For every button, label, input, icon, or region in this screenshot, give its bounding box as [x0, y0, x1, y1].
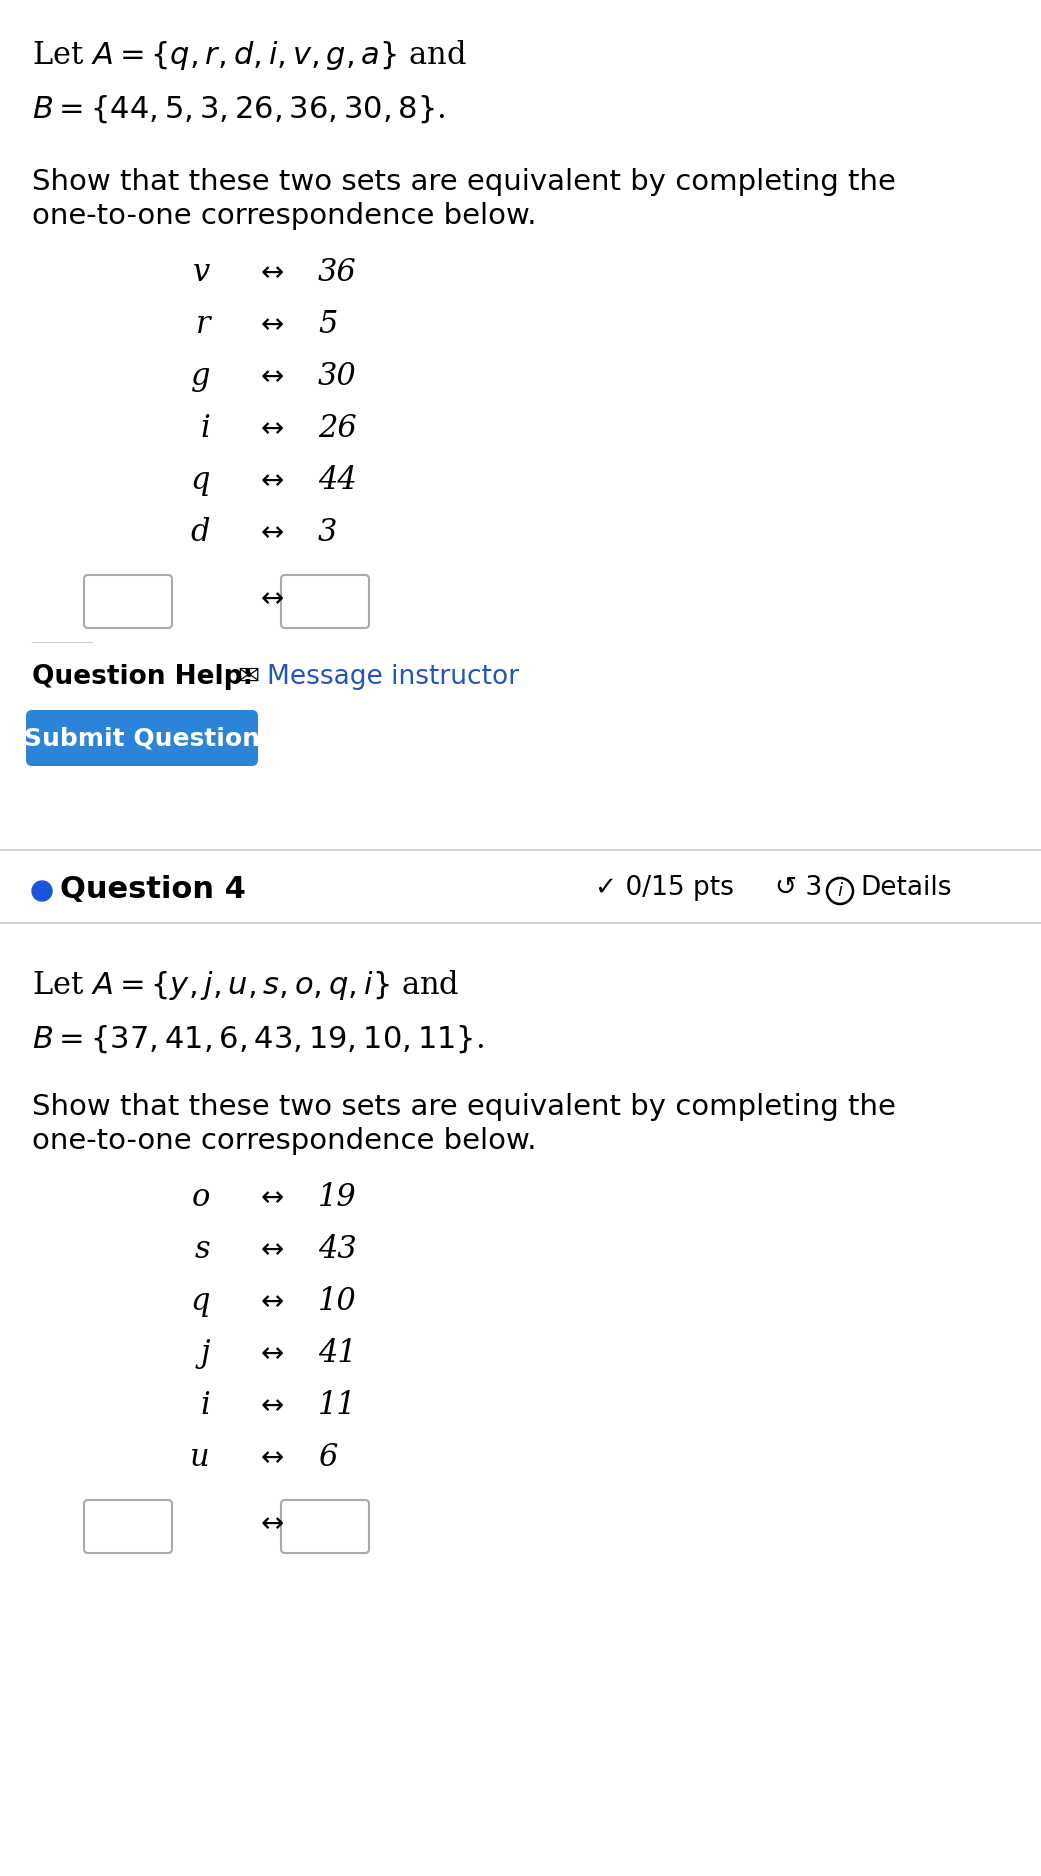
Text: q: q — [191, 465, 210, 495]
Text: j: j — [201, 1338, 210, 1369]
Text: 43: 43 — [318, 1234, 357, 1264]
Text: ↔: ↔ — [260, 311, 283, 340]
FancyBboxPatch shape — [84, 1501, 172, 1553]
Text: Question Help:: Question Help: — [32, 664, 253, 690]
Text: 30: 30 — [318, 360, 357, 392]
Text: 11: 11 — [318, 1390, 357, 1420]
Text: ↺ 3: ↺ 3 — [775, 874, 822, 900]
Text: g: g — [191, 360, 210, 392]
Text: ↔: ↔ — [260, 585, 283, 613]
Text: ↔: ↔ — [260, 415, 283, 443]
Text: one-to-one correspondence below.: one-to-one correspondence below. — [32, 203, 536, 231]
Text: ↔: ↔ — [260, 1236, 283, 1264]
Text: o: o — [192, 1182, 210, 1214]
Text: Submit Question: Submit Question — [24, 726, 260, 750]
Text: $B = \{37, 41, 6, 43, 19, 10, 11\}$.: $B = \{37, 41, 6, 43, 19, 10, 11\}$. — [32, 1022, 484, 1054]
Circle shape — [32, 882, 52, 900]
Text: Show that these two sets are equivalent by completing the: Show that these two sets are equivalent … — [32, 169, 896, 195]
Text: Message instructor: Message instructor — [266, 664, 519, 690]
Text: 19: 19 — [318, 1182, 357, 1214]
Text: Question 4: Question 4 — [60, 874, 246, 904]
Text: ✉: ✉ — [237, 664, 259, 690]
Text: ✓ 0/15 pts: ✓ 0/15 pts — [595, 874, 734, 900]
Text: 10: 10 — [318, 1287, 357, 1317]
FancyBboxPatch shape — [84, 576, 172, 628]
Text: u: u — [191, 1443, 210, 1473]
Text: ↔: ↔ — [260, 362, 283, 390]
Text: Details: Details — [860, 874, 951, 900]
Text: v: v — [193, 257, 210, 289]
FancyBboxPatch shape — [281, 576, 369, 628]
Text: 5: 5 — [318, 310, 337, 340]
Text: Let $A = \{q, r, d, i, v, g, a\}$ and: Let $A = \{q, r, d, i, v, g, a\}$ and — [32, 38, 467, 71]
Text: ↔: ↔ — [260, 1392, 283, 1420]
Text: i: i — [200, 413, 210, 445]
Text: ↔: ↔ — [260, 1510, 283, 1538]
Text: Let $A = \{y, j, u, s, o, q, i\}$ and: Let $A = \{y, j, u, s, o, q, i\}$ and — [32, 968, 459, 1002]
FancyBboxPatch shape — [26, 709, 258, 765]
Text: ↔: ↔ — [260, 1184, 283, 1212]
Text: one-to-one correspondence below.: one-to-one correspondence below. — [32, 1127, 536, 1156]
FancyBboxPatch shape — [281, 1501, 369, 1553]
Text: 41: 41 — [318, 1338, 357, 1369]
Text: Show that these two sets are equivalent by completing the: Show that these two sets are equivalent … — [32, 1094, 896, 1122]
Text: 3: 3 — [318, 518, 337, 548]
Text: i: i — [838, 882, 842, 900]
Text: $B = \{44, 5, 3, 26, 36, 30, 8\}$.: $B = \{44, 5, 3, 26, 36, 30, 8\}$. — [32, 94, 446, 124]
Text: ↔: ↔ — [260, 1445, 283, 1473]
Text: q: q — [191, 1287, 210, 1317]
Text: 6: 6 — [318, 1443, 337, 1473]
Text: i: i — [200, 1390, 210, 1420]
Text: 44: 44 — [318, 465, 357, 495]
Text: ↔: ↔ — [260, 467, 283, 495]
Text: ↔: ↔ — [260, 520, 283, 548]
Text: ↔: ↔ — [260, 259, 283, 287]
Text: ↔: ↔ — [260, 1289, 283, 1315]
Text: ↔: ↔ — [260, 1339, 283, 1368]
Text: d: d — [191, 518, 210, 548]
Text: r: r — [196, 310, 210, 340]
Text: 26: 26 — [318, 413, 357, 445]
Text: 36: 36 — [318, 257, 357, 289]
Text: s: s — [195, 1234, 210, 1264]
